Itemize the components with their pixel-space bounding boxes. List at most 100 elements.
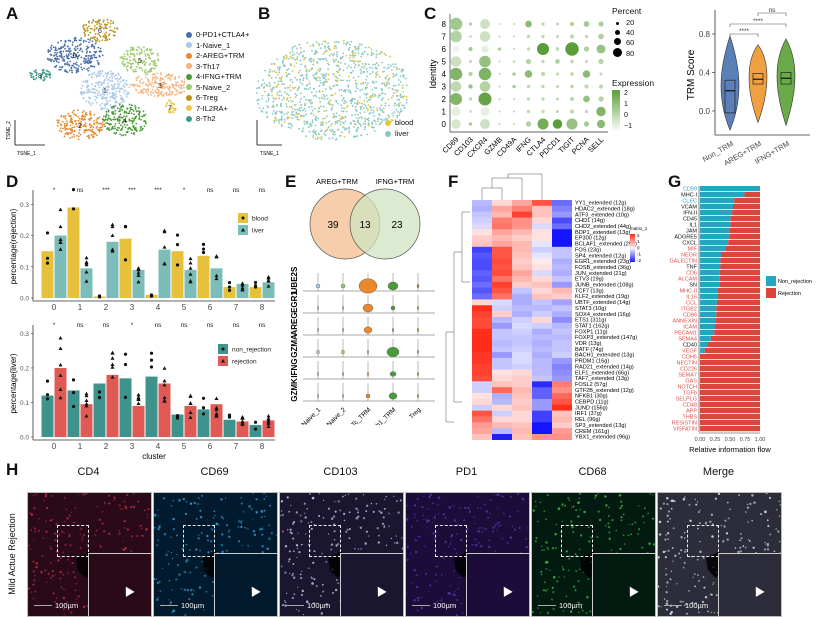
dot-mark xyxy=(512,22,516,26)
cell-point xyxy=(317,69,320,72)
signal-dot xyxy=(479,507,482,509)
cell-point xyxy=(327,126,330,129)
row-label: EP300 (12g) xyxy=(575,236,607,242)
signal-dot xyxy=(702,556,705,560)
replicate-point xyxy=(71,404,76,409)
dot-mark xyxy=(598,21,604,27)
cell-point xyxy=(371,71,374,73)
signal-dot xyxy=(32,597,35,600)
cell-point xyxy=(369,98,372,101)
heatmap-cell xyxy=(472,200,492,207)
cell-point xyxy=(117,85,120,88)
cell-point xyxy=(81,50,84,53)
cell-point xyxy=(340,94,343,97)
signal-dot xyxy=(44,493,48,496)
cell-point xyxy=(97,81,99,84)
signal-dot xyxy=(509,495,513,498)
signal-dot xyxy=(526,527,529,529)
signal-dot xyxy=(247,544,250,547)
signal-dot xyxy=(478,542,480,544)
signal-dot xyxy=(610,549,613,552)
heatmap-cell xyxy=(552,393,572,400)
cell-point xyxy=(44,75,47,78)
cell-point xyxy=(277,83,280,86)
heatmap-cell xyxy=(492,258,512,265)
cell-point xyxy=(338,74,341,77)
legend-label: 6-Treg xyxy=(196,93,218,102)
heatmap-cell xyxy=(532,387,552,394)
signal-dot xyxy=(292,550,295,553)
cell-point xyxy=(137,85,140,88)
pathway-label: MHC-I xyxy=(681,193,697,199)
cluster-3-points xyxy=(129,72,185,98)
violin-mark xyxy=(316,349,320,355)
signal-dot xyxy=(218,524,220,526)
cell-point xyxy=(152,92,155,95)
cell-point xyxy=(80,90,83,93)
signal-dot xyxy=(511,525,514,528)
cell-point xyxy=(310,123,313,126)
cell-point xyxy=(322,77,325,79)
heatmap-cell xyxy=(492,387,512,394)
cell-point xyxy=(133,55,136,57)
heatmap-cell xyxy=(492,205,512,212)
cell-point xyxy=(97,61,100,64)
cell-point xyxy=(322,105,325,108)
cell-point xyxy=(397,79,400,81)
cell-point xyxy=(398,98,401,101)
cell-point xyxy=(353,98,356,100)
cell-point xyxy=(66,131,68,134)
bar-blood xyxy=(223,287,236,298)
signal-dot xyxy=(630,533,632,536)
cell-point xyxy=(128,56,131,58)
signal-dot xyxy=(751,520,753,522)
bar-rejection xyxy=(700,414,760,420)
cell-point xyxy=(85,48,88,51)
signal-dot xyxy=(766,542,770,546)
signal-dot xyxy=(699,550,702,553)
heatmap-cell xyxy=(512,229,532,236)
signal-dot xyxy=(434,514,437,516)
signal-dot xyxy=(228,535,231,538)
cell-point xyxy=(272,104,275,107)
cell-point xyxy=(90,54,93,57)
cell-point xyxy=(152,76,155,78)
cell-point xyxy=(139,52,142,54)
x-tick-label: 1.00 xyxy=(755,437,766,443)
cell-point xyxy=(349,43,351,46)
signal-dot xyxy=(313,550,316,553)
signal-dot xyxy=(228,529,231,532)
cell-point xyxy=(75,71,78,74)
signal-dot xyxy=(483,503,487,506)
signal-dot xyxy=(454,594,457,597)
cell-point xyxy=(62,50,65,53)
signal-dot xyxy=(240,502,243,505)
cell-point xyxy=(156,88,159,91)
cell-point xyxy=(95,119,98,121)
signal-dot xyxy=(775,528,777,530)
cell-point xyxy=(346,79,348,82)
cell-point xyxy=(172,102,175,105)
signal-dot xyxy=(348,537,351,540)
bar-rejection xyxy=(730,216,760,222)
bar-rejection xyxy=(700,396,760,402)
significance-label: ns xyxy=(103,322,111,329)
cell-point xyxy=(75,69,78,72)
signal-dot xyxy=(35,562,39,565)
signal-dot xyxy=(468,510,471,514)
heatmap-cell xyxy=(492,381,512,388)
legend-tick: 2 xyxy=(637,233,640,238)
cell-point xyxy=(381,82,383,85)
replicate-point xyxy=(175,414,180,418)
cell-point xyxy=(113,125,116,127)
cell-point xyxy=(124,89,127,92)
replicate-point xyxy=(136,395,141,399)
signal-dot xyxy=(146,514,149,516)
cell-point xyxy=(126,58,128,60)
signal-dot xyxy=(291,596,294,600)
signal-dot xyxy=(545,567,548,571)
cell-point xyxy=(71,44,74,46)
signal-dot xyxy=(704,595,708,599)
cell-point xyxy=(70,131,73,134)
cell-point xyxy=(82,24,85,26)
